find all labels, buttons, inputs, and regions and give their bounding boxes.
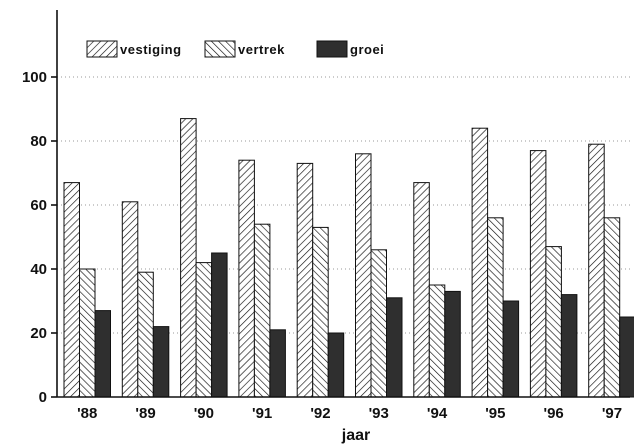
x-tick-label: '97 (602, 405, 622, 422)
bar-groei-8 (560, 294, 578, 398)
x-tick-label: '94 (427, 405, 448, 422)
bar-groei-5 (386, 297, 403, 398)
bar-groei-7 (502, 300, 520, 398)
bar-groei-3 (269, 329, 286, 398)
x-tick-label: '96 (544, 405, 564, 422)
x-tick-labels: '88 '89 '90 '91 '92 '93 '94 '95 '96 '97 (77, 405, 622, 422)
y-tick-label: 40 (30, 261, 47, 278)
x-tick-label: '95 (485, 405, 505, 422)
bar-vertrek-5 (370, 249, 387, 398)
bar-vestiging-2 (180, 118, 197, 398)
x-tick-label: '91 (252, 405, 272, 422)
bar-groei-9 (619, 316, 634, 398)
legend-label-vestiging: vestiging (120, 42, 182, 57)
y-tick-labels: 0 20 40 60 80 100 (22, 69, 47, 406)
bar-groei-4 (327, 332, 345, 398)
x-axis-title: jaar (341, 427, 370, 444)
bar-groei-1 (152, 326, 170, 398)
bar-vertrek-9 (603, 217, 621, 398)
bar-groei-2 (211, 252, 228, 398)
bar-vestiging-6 (413, 182, 430, 398)
bar-vertrek-8 (545, 246, 562, 398)
bar-groei-6 (444, 290, 461, 398)
bar-vertrek-2 (195, 262, 213, 398)
bars (63, 118, 634, 398)
y-tick-label: 20 (30, 325, 47, 342)
bar-vestiging-9 (588, 143, 605, 398)
legend-swatch-vertrek (204, 40, 236, 58)
bar-vertrek-6 (428, 284, 446, 398)
x-tick-label: '90 (194, 405, 214, 422)
bar-vertrek-4 (312, 226, 329, 398)
bar-vestiging-7 (471, 127, 489, 398)
y-tick-label: 80 (30, 133, 47, 150)
legend-swatch-vestiging (86, 40, 118, 58)
x-tick-label: '92 (310, 405, 330, 422)
gridlines (51, 76, 630, 398)
bar-vertrek-1 (137, 271, 154, 398)
y-tick-label: 100 (22, 69, 47, 86)
x-tick-label: '88 (77, 405, 97, 422)
x-tick-label: '93 (369, 405, 389, 422)
bar-vestiging-0 (63, 182, 80, 398)
legend: vestiging vertrek groei (86, 40, 384, 58)
bar-vestiging-4 (296, 162, 314, 398)
legend-swatch-groei (316, 40, 348, 58)
bar-groei-0 (94, 310, 111, 398)
bar-vestiging-1 (121, 201, 139, 398)
bar-vertrek-7 (487, 217, 504, 398)
x-tick-label: '89 (135, 405, 155, 422)
bar-vestiging-5 (355, 153, 372, 398)
axes (56, 10, 630, 398)
legend-label-vertrek: vertrek (238, 42, 285, 57)
legend-label-groei: groei (350, 42, 384, 57)
y-tick-label: 0 (39, 389, 47, 406)
bar-vertrek-0 (79, 268, 96, 398)
y-tick-label: 60 (30, 197, 47, 214)
bar-vestiging-3 (238, 159, 255, 398)
bar-vestiging-8 (529, 150, 547, 398)
bar-vertrek-3 (253, 223, 271, 398)
